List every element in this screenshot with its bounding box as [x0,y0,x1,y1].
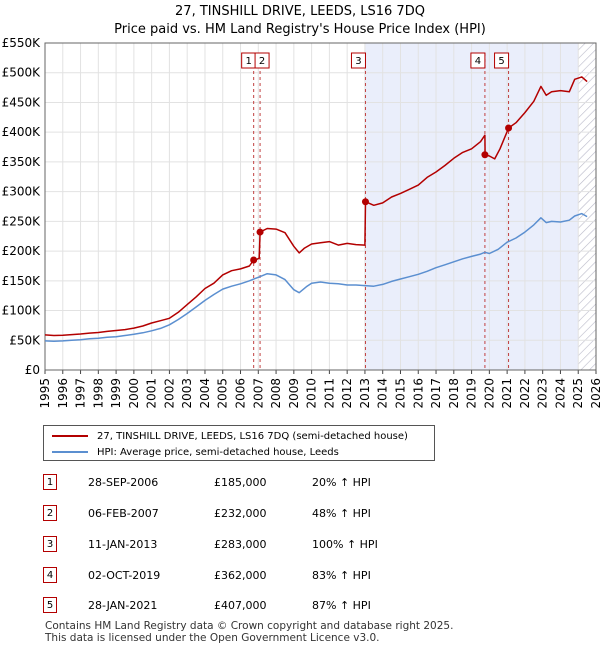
sale-marker-badge [470,52,486,69]
sale-marker-label: 3 [355,56,361,67]
x-tick-label: 2025 [571,378,585,409]
sale-point [250,256,258,264]
x-tick-label: 2008 [269,378,283,409]
x-tick-label: 2007 [251,378,265,409]
sale-marker-badge [494,52,510,69]
x-tick-label: 2021 [500,378,514,409]
y-tick-label: £550K [2,36,42,50]
x-tick-label: 2019 [465,378,479,409]
price-chart: 27, TINSHILL DRIVE, LEEDS, LS16 7DQ Pric… [2,4,600,409]
x-tick-label: 2012 [340,378,354,409]
sale-marker-label: 4 [475,56,481,67]
footer-copyright: Contains HM Land Registry data © Crown c… [45,620,454,632]
x-tick-label: 2013 [358,378,372,409]
x-tick-label: 2016 [411,378,425,409]
property-price-line [44,76,588,337]
sale-price: £185,000 [214,476,267,489]
sale-date: 28-JAN-2021 [88,599,158,612]
x-tick-label: 2015 [393,378,407,409]
sale-date: 11-JAN-2013 [88,538,158,551]
x-tick-label: 1995 [38,378,52,409]
sale-hpi-change: 20% ↑ HPI [312,476,371,489]
x-tick-label: 2026 [589,378,600,409]
legend-swatch-property [52,435,88,437]
sale-date: 02-OCT-2019 [88,569,161,582]
y-tick-label: £300K [2,185,42,199]
y-tick-label: £250K [2,214,42,228]
plot-frame [44,42,597,371]
legend: 27, TINSHILL DRIVE, LEEDS, LS16 7DQ (sem… [43,425,435,461]
x-tick-label: 2018 [447,378,461,409]
x-tick-label: 2017 [429,378,443,409]
sale-price: £407,000 [214,599,267,612]
sale-point [256,228,264,236]
x-tick-label: 2005 [216,378,230,409]
sale-hpi-change: 83% ↑ HPI [312,569,371,582]
x-tick-label: 2011 [322,378,336,409]
sale-hpi-change: 87% ↑ HPI [312,599,371,612]
footer-licence: This data is licensed under the Open Gov… [45,632,380,644]
sale-number-badge: 1 [43,474,57,490]
table-row: 1 28-SEP-2006 £185,000 20% ↑ HPI [0,473,600,493]
y-tick-label: £0 [25,363,40,377]
y-tick-label: £200K [2,244,42,258]
x-tick-label: 2006 [234,378,248,409]
x-tick-label: 2022 [518,378,532,409]
sale-price: £362,000 [214,569,267,582]
y-tick-label: £500K [2,66,42,80]
x-tick-label: 2023 [536,378,550,409]
x-tick-label: 1998 [91,378,105,409]
x-tick-label: 2003 [180,378,194,409]
sale-date: 28-SEP-2006 [88,476,159,489]
chart-subtitle: Price paid vs. HM Land Registry's House … [114,22,486,37]
sale-price: £232,000 [214,507,267,520]
legend-label-property: 27, TINSHILL DRIVE, LEEDS, LS16 7DQ (sem… [97,430,408,442]
x-tick-label: 2000 [127,378,141,409]
sale-marker-badge [350,52,366,69]
y-tick-label: £400K [2,125,42,139]
legend-item-hpi: HPI: Average price, semi-detached house,… [52,444,339,460]
x-tick-label: 1997 [74,378,88,409]
x-tick-label: 2014 [376,378,390,409]
table-row: 2 06-FEB-2007 £232,000 48% ↑ HPI [0,504,600,524]
table-row: 4 02-OCT-2019 £362,000 83% ↑ HPI [0,566,600,586]
sale-point [481,151,489,159]
x-tick-label: 2010 [305,378,319,409]
sale-number-badge: 4 [43,567,57,583]
legend-swatch-hpi [52,451,88,453]
sale-number-badge: 2 [43,505,57,521]
x-tick-label: 1999 [109,378,123,409]
x-tick-label: 2024 [553,378,567,409]
forecast-hatch [578,43,596,370]
sale-hpi-change: 100% ↑ HPI [312,538,378,551]
y-tick-label: £350K [2,155,42,169]
x-tick-label: 2009 [287,378,301,409]
sale-number-badge: 5 [43,597,57,613]
sale-marker-badge [254,52,270,69]
y-tick-label: £150K [2,274,42,288]
y-tick-label: £450K [2,95,42,109]
y-tick-label: £50K [9,333,41,347]
x-tick-label: 2004 [198,378,212,409]
sale-marker-label: 1 [245,56,251,67]
sale-price: £283,000 [214,538,267,551]
chart-title: 27, TINSHILL DRIVE, LEEDS, LS16 7DQ [175,4,425,19]
y-tick-label: £100K [2,304,42,318]
sale-point [361,198,369,206]
legend-item-property: 27, TINSHILL DRIVE, LEEDS, LS16 7DQ (sem… [52,428,408,444]
legend-label-hpi: HPI: Average price, semi-detached house,… [97,446,339,458]
sale-marker-label: 5 [498,56,504,67]
sale-point [505,124,513,132]
sale-number-badge: 3 [43,536,57,552]
x-tick-label: 1996 [56,378,70,409]
hpi-line [44,212,588,342]
table-row: 3 11-JAN-2013 £283,000 100% ↑ HPI [0,535,600,555]
table-row: 5 28-JAN-2021 £407,000 87% ↑ HPI [0,596,600,616]
sale-marker-label: 2 [259,56,265,67]
x-tick-label: 2001 [145,378,159,409]
x-tick-label: 2020 [482,378,496,409]
sale-date: 06-FEB-2007 [88,507,159,520]
sale-hpi-change: 48% ↑ HPI [312,507,371,520]
x-tick-label: 2002 [162,378,176,409]
